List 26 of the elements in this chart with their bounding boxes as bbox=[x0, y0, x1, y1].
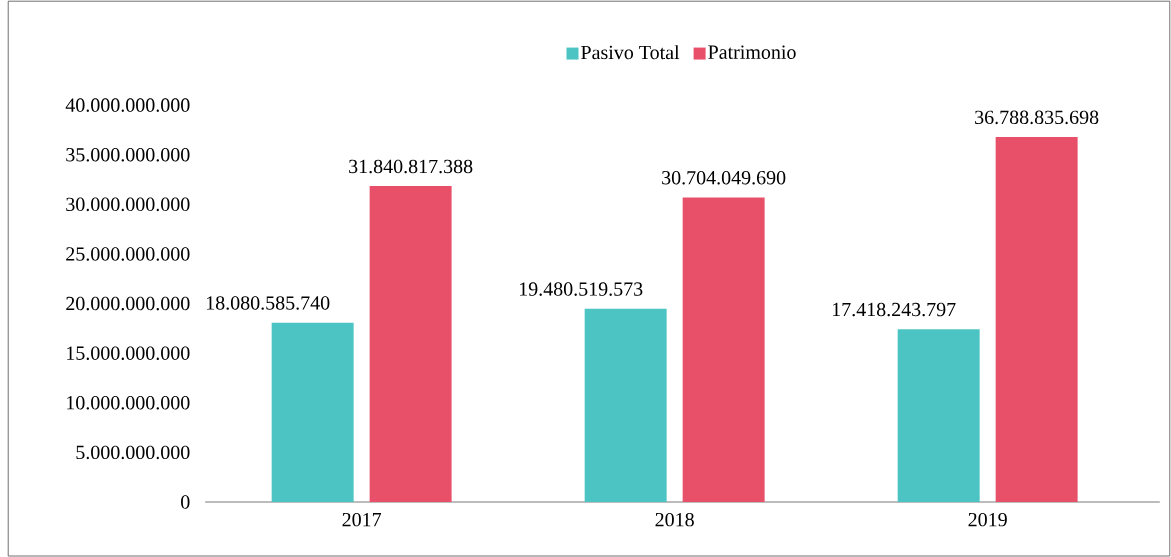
y-tick-label: 15.000.000.000 bbox=[67, 346, 190, 360]
y-tick-label: 20.000.000.000 bbox=[66, 296, 190, 311]
y-tick-label: 5.000.000.000 bbox=[76, 445, 190, 460]
y-tick-label: 25.000.000.000 bbox=[66, 247, 190, 261]
data-label: 31.840.817.388 bbox=[349, 159, 473, 174]
data-label: 30.704.049.690 bbox=[662, 170, 786, 185]
y-tick-label: 40.000.000.000 bbox=[65, 98, 190, 112]
bar bbox=[584, 308, 667, 502]
x-tick-label: 2017 bbox=[342, 512, 382, 527]
data-label: 17.418.243.797 bbox=[832, 302, 956, 317]
y-tick-label: 35.000.000.000 bbox=[66, 147, 190, 162]
legend-label: Pasivo Total bbox=[581, 45, 680, 60]
x-tick-label: 2018 bbox=[655, 512, 694, 527]
bar bbox=[271, 322, 354, 502]
bar bbox=[897, 329, 980, 502]
bar bbox=[369, 186, 452, 502]
y-tick-label: 0 bbox=[181, 495, 190, 509]
x-tick-label: 2019 bbox=[968, 512, 1007, 527]
data-label: 36.788.835.698 bbox=[975, 110, 1099, 125]
y-tick-label: 10.000.000.000 bbox=[67, 395, 190, 410]
bar bbox=[682, 197, 765, 502]
legend-label: Patrimonio bbox=[708, 45, 796, 59]
bar bbox=[995, 136, 1078, 502]
data-label: 18.080.585.740 bbox=[206, 296, 330, 310]
y-tick-label: 30.000.000.000 bbox=[66, 197, 190, 212]
data-label: 19.480.519.573 bbox=[519, 282, 643, 296]
